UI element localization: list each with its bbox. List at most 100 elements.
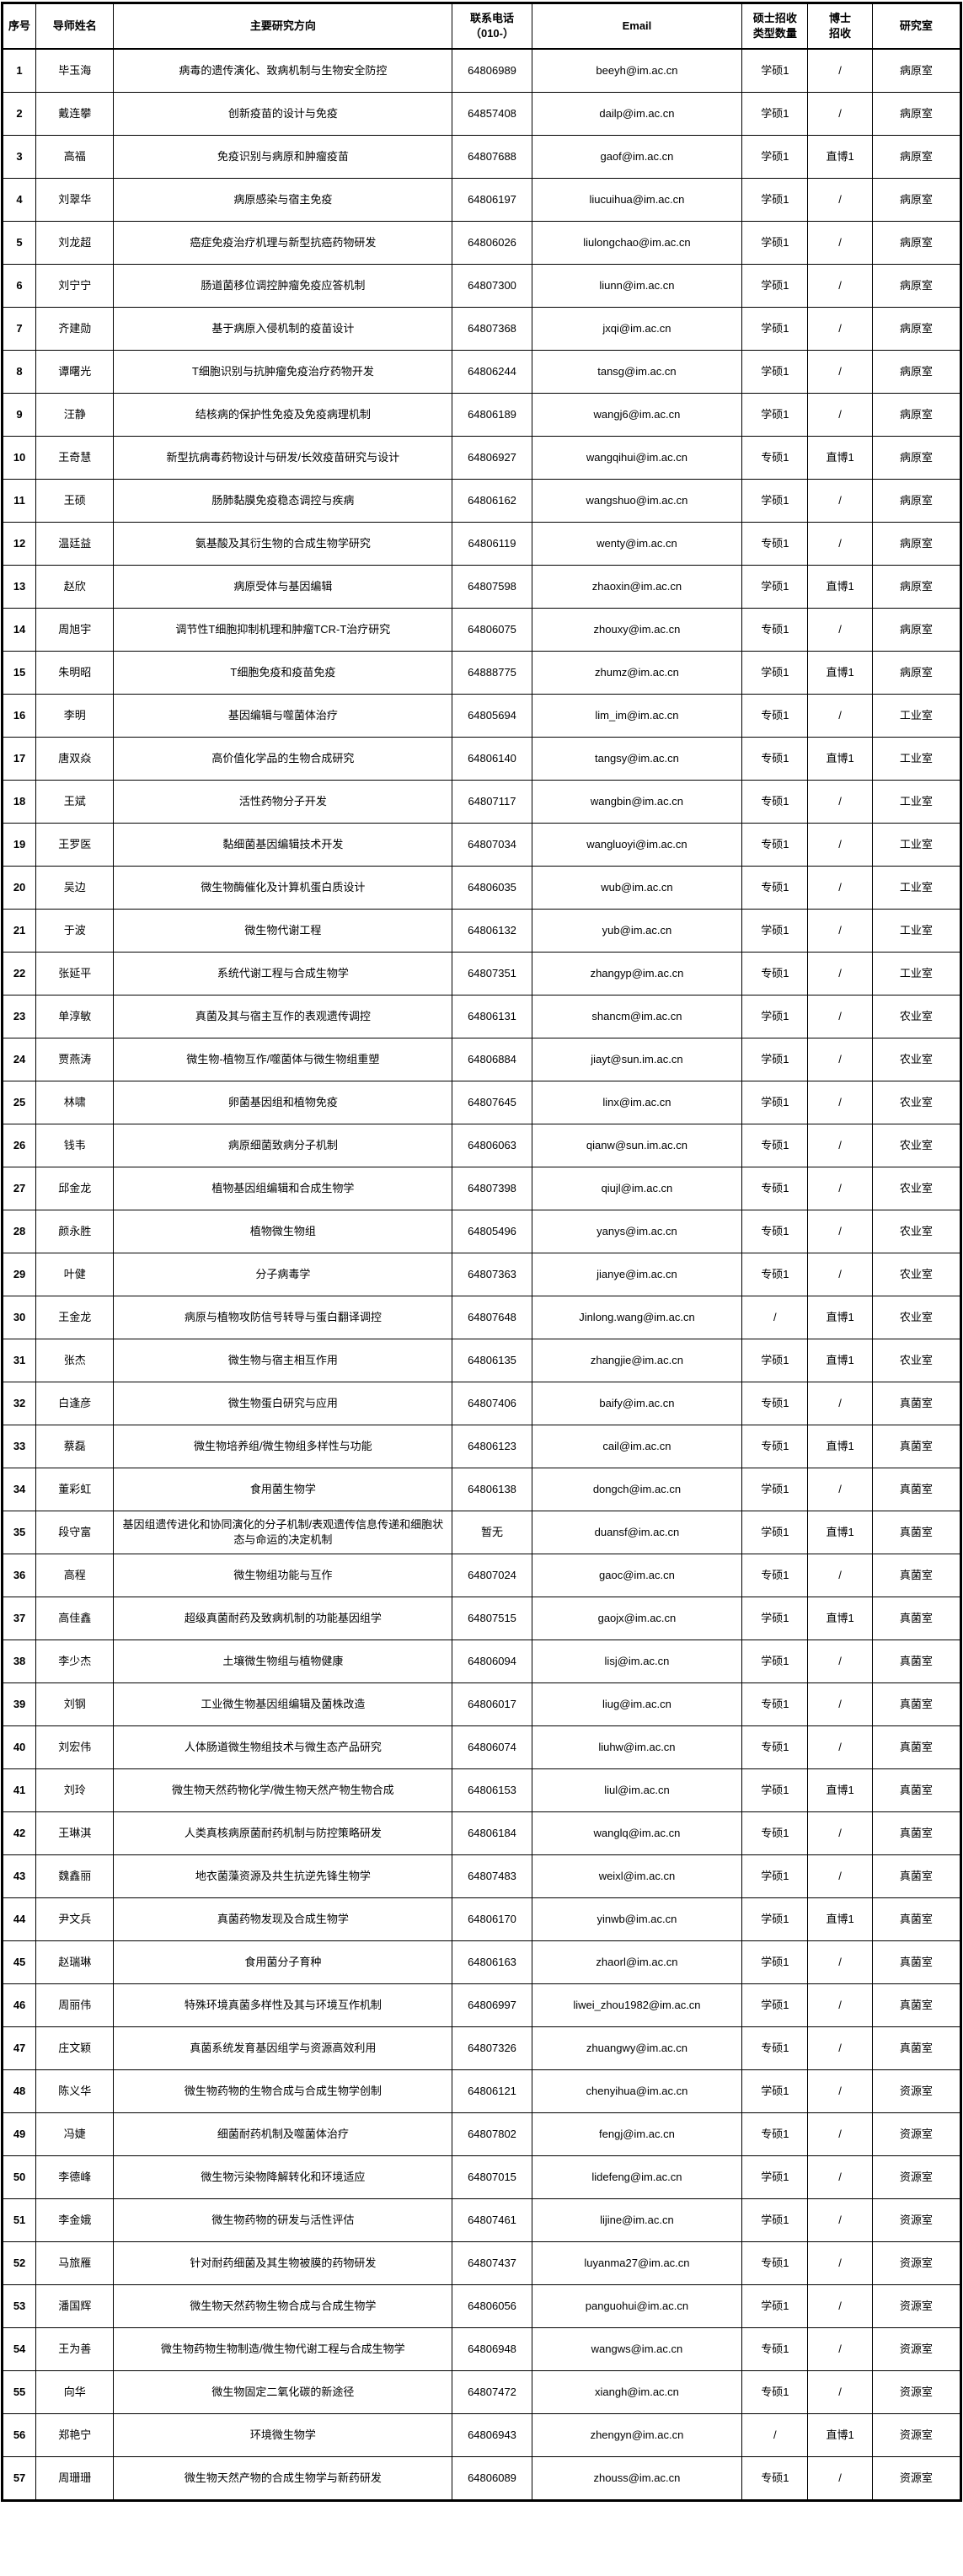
cell-direction: 食用菌分子育种 <box>113 1940 453 1984</box>
table-row: 14 周旭宇 调节性T细胞抑制机理和肿瘤TCR-T治疗研究 64806075 zhoux… <box>1 608 962 652</box>
cell-lab: 真菌室 <box>871 1897 962 1941</box>
table-row: 37 高佳鑫 超级真菌耐药及致病机制的功能基因组学 64807515 gaojx@im.… <box>1 1597 962 1640</box>
cell-direction: 病原与植物攻防信号转导与蛋白翻译调控 <box>113 1296 453 1339</box>
cell-master: 学硕1 <box>741 135 809 179</box>
cell-index: 12 <box>1 522 37 566</box>
cell-lab: 资源室 <box>871 2069 962 2113</box>
table-row: 32 白逢彦 微生物蛋白研究与应用 64807406 baify@im.ac.cn 专硕1… <box>1 1382 962 1425</box>
cell-doctor: / <box>807 995 873 1038</box>
table-row: 41 刘玲 微生物天然药物化学/微生物天然产物生物合成 64806153 liul@im… <box>1 1768 962 1812</box>
cell-name: 王硕 <box>35 479 115 523</box>
cell-email: weixl@im.ac.cn <box>531 1854 743 1898</box>
header-row: 序号 导师姓名 主要研究方向 联系电话 （010-） Email 硕士招收 类型数量 博士 … <box>1 3 962 50</box>
cell-name: 邱金龙 <box>35 1167 115 1210</box>
cell-doctor: / <box>807 1640 873 1683</box>
table-row: 57 周珊珊 微生物天然产物的合成生物学与新药研发 64806089 zhouss@im… <box>1 2456 962 2501</box>
cell-email: yanys@im.ac.cn <box>531 1210 743 1253</box>
cell-index: 18 <box>1 780 37 824</box>
cell-master: 专硕1 <box>741 952 809 996</box>
cell-name: 谭曙光 <box>35 350 115 394</box>
cell-phone: 64806943 <box>452 2413 532 2457</box>
cell-phone: 64805694 <box>452 694 532 738</box>
cell-doctor: / <box>807 909 873 953</box>
cell-master: 学硕1 <box>741 1038 809 1081</box>
cell-doctor: / <box>807 1725 873 1769</box>
cell-phone: 64806184 <box>452 1811 532 1855</box>
cell-doctor: / <box>807 1682 873 1726</box>
cell-name: 马旅雁 <box>35 2241 115 2285</box>
cell-direction: 新型抗病毒药物设计与研发/长效疫苗研究与设计 <box>113 436 453 480</box>
cell-index: 36 <box>1 1554 37 1597</box>
cell-name: 潘国辉 <box>35 2284 115 2328</box>
cell-lab: 资源室 <box>871 2327 962 2371</box>
cell-lab: 病原室 <box>871 221 962 265</box>
table-row: 46 周丽伟 特殊环境真菌多样性及其与环境互作机制 64806997 liwei_zho… <box>1 1983 962 2027</box>
cell-index: 47 <box>1 2026 37 2070</box>
cell-lab: 真菌室 <box>871 1425 962 1468</box>
cell-phone: 64807015 <box>452 2155 532 2199</box>
cell-index: 38 <box>1 1640 37 1683</box>
cell-master: 学硕1 <box>741 1597 809 1640</box>
cell-phone: 64807472 <box>452 2370 532 2414</box>
cell-doctor: 直博1 <box>807 1425 873 1468</box>
cell-phone: 64807515 <box>452 1597 532 1640</box>
cell-index: 45 <box>1 1940 37 1984</box>
cell-master: 专硕1 <box>741 1725 809 1769</box>
cell-index: 26 <box>1 1124 37 1167</box>
cell-lab: 病原室 <box>871 178 962 222</box>
cell-email: duansf@im.ac.cn <box>531 1511 743 1554</box>
cell-phone: 64806123 <box>452 1425 532 1468</box>
cell-master: 学硕1 <box>741 350 809 394</box>
cell-name: 段守富 <box>35 1511 115 1554</box>
table-row: 7 齐建勋 基于病原入侵机制的疫苗设计 64807368 jxqi@im.ac.cn 学硕… <box>1 307 962 351</box>
cell-name: 林啸 <box>35 1081 115 1124</box>
cell-direction: 人类真核病原菌耐药机制与防控策略研发 <box>113 1811 453 1855</box>
table-row: 55 向华 微生物固定二氧化碳的新途径 64807472 xiangh@im.ac.cn… <box>1 2370 962 2414</box>
column-header-email: Email <box>531 3 743 50</box>
cell-direction: 微生物组功能与互作 <box>113 1554 453 1597</box>
table-row: 11 王硕 肠肺黏膜免疫稳态调控与疾病 64806162 wangshuo@im.ac.… <box>1 479 962 523</box>
cell-doctor: / <box>807 2370 873 2414</box>
cell-lab: 真菌室 <box>871 1768 962 1812</box>
cell-master: 专硕1 <box>741 2241 809 2285</box>
cell-direction: 卵菌基因组和植物免疫 <box>113 1081 453 1124</box>
cell-index: 14 <box>1 608 37 652</box>
cell-doctor: 直博1 <box>807 565 873 609</box>
cell-phone: 64806094 <box>452 1640 532 1683</box>
cell-doctor: / <box>807 307 873 351</box>
cell-index: 27 <box>1 1167 37 1210</box>
cell-name: 于波 <box>35 909 115 953</box>
cell-phone: 64807406 <box>452 1382 532 1425</box>
cell-lab: 工业室 <box>871 823 962 867</box>
document-page: 序号 导师姓名 主要研究方向 联系电话 （010-） Email 硕士招收 类型数量 博士 … <box>0 0 963 2504</box>
cell-doctor: / <box>807 1253 873 1296</box>
cell-index: 22 <box>1 952 37 996</box>
cell-direction: 微生物药物的生物合成与合成生物学创制 <box>113 2069 453 2113</box>
cell-name: 李德峰 <box>35 2155 115 2199</box>
cell-lab: 真菌室 <box>871 1983 962 2027</box>
cell-lab: 工业室 <box>871 737 962 781</box>
cell-index: 57 <box>1 2456 37 2501</box>
cell-master: 专硕1 <box>741 2112 809 2156</box>
cell-phone: 64806170 <box>452 1897 532 1941</box>
cell-name: 王金龙 <box>35 1296 115 1339</box>
cell-name: 钱韦 <box>35 1124 115 1167</box>
cell-doctor: 直博1 <box>807 1897 873 1941</box>
cell-lab: 真菌室 <box>871 1382 962 1425</box>
cell-name: 温廷益 <box>35 522 115 566</box>
table-row: 54 王为善 微生物药物生物制造/微生物代谢工程与合成生物学 64806948 wang… <box>1 2327 962 2371</box>
cell-master: 学硕1 <box>741 1940 809 1984</box>
cell-direction: T细胞免疫和疫苗免疫 <box>113 651 453 695</box>
cell-lab: 农业室 <box>871 1167 962 1210</box>
cell-name: 王罗医 <box>35 823 115 867</box>
cell-master: 学硕1 <box>741 651 809 695</box>
cell-index: 2 <box>1 92 37 136</box>
cell-lab: 病原室 <box>871 565 962 609</box>
cell-master: 专硕1 <box>741 1554 809 1597</box>
cell-doctor: / <box>807 264 873 308</box>
cell-lab: 病原室 <box>871 522 962 566</box>
cell-index: 48 <box>1 2069 37 2113</box>
table-row: 13 赵欣 病原受体与基因编辑 64807598 zhaoxin@im.ac.cn 学硕1… <box>1 565 962 609</box>
cell-index: 15 <box>1 651 37 695</box>
cell-doctor: / <box>807 1468 873 1511</box>
